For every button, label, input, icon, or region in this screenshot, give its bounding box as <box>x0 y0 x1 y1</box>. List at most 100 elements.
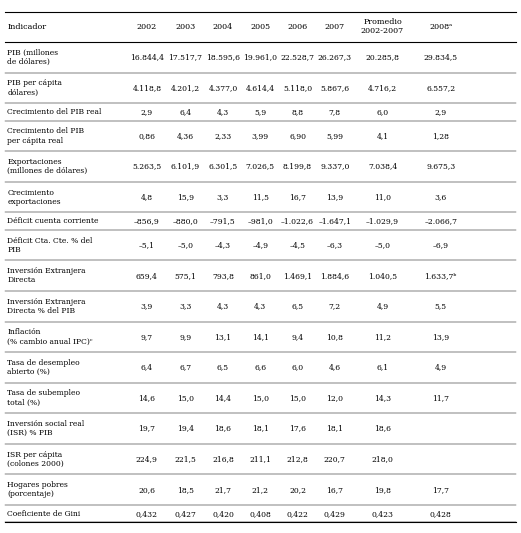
Text: 6,7: 6,7 <box>179 364 191 372</box>
Text: 20,6: 20,6 <box>139 486 155 494</box>
Text: –6,3: –6,3 <box>327 241 343 249</box>
Text: 14,3: 14,3 <box>374 394 391 402</box>
Text: 16,7: 16,7 <box>326 486 343 494</box>
Text: 14,1: 14,1 <box>252 333 269 341</box>
Text: 861,0: 861,0 <box>250 272 271 280</box>
Text: 21,7: 21,7 <box>215 486 231 494</box>
Text: 211,1: 211,1 <box>250 455 271 463</box>
Text: 9,9: 9,9 <box>179 333 191 341</box>
Text: 2002: 2002 <box>137 23 157 31</box>
Text: 17,7: 17,7 <box>432 486 449 494</box>
Text: Exportaciones
(millones de dólares): Exportaciones (millones de dólares) <box>7 158 88 175</box>
Text: 0,420: 0,420 <box>212 510 234 518</box>
Text: –5,0: –5,0 <box>177 241 193 249</box>
Text: 9.675,3: 9.675,3 <box>426 163 455 171</box>
Text: 19,4: 19,4 <box>177 425 194 433</box>
Text: 17,6: 17,6 <box>289 425 306 433</box>
Text: Crecimiento del PIB
per cápita real: Crecimiento del PIB per cápita real <box>7 127 84 144</box>
Text: 18.595,6: 18.595,6 <box>206 53 240 61</box>
Text: 218,0: 218,0 <box>371 455 393 463</box>
Text: 4,3: 4,3 <box>217 108 229 116</box>
Text: 11,0: 11,0 <box>374 193 391 201</box>
Text: 6,4: 6,4 <box>141 364 153 372</box>
Text: 13,9: 13,9 <box>432 333 449 341</box>
Text: 4,1: 4,1 <box>377 132 389 140</box>
Text: 6,90: 6,90 <box>289 132 306 140</box>
Text: 14,4: 14,4 <box>215 394 231 402</box>
Text: 6.301,5: 6.301,5 <box>208 163 238 171</box>
Text: 216,8: 216,8 <box>212 455 234 463</box>
Text: 4,6: 4,6 <box>329 364 341 372</box>
Text: 26.267,3: 26.267,3 <box>318 53 352 61</box>
Text: –6,9: –6,9 <box>433 241 449 249</box>
Text: 2,9: 2,9 <box>141 108 153 116</box>
Text: 3,99: 3,99 <box>252 132 269 140</box>
Text: Tasa de subempleo
total (%): Tasa de subempleo total (%) <box>7 390 80 407</box>
Text: 224,9: 224,9 <box>136 455 158 463</box>
Text: 6,5: 6,5 <box>217 364 229 372</box>
Text: 0,428: 0,428 <box>430 510 452 518</box>
Text: –2.066,7: –2.066,7 <box>424 217 457 225</box>
Text: 2005: 2005 <box>250 23 270 31</box>
Text: 5,99: 5,99 <box>326 132 343 140</box>
Text: 15,0: 15,0 <box>289 394 306 402</box>
Text: 16.844,4: 16.844,4 <box>130 53 164 61</box>
Text: 6,1: 6,1 <box>377 364 389 372</box>
Text: 1.633,7ᵇ: 1.633,7ᵇ <box>425 272 457 280</box>
Text: –5,1: –5,1 <box>139 241 155 249</box>
Text: –1.022,6: –1.022,6 <box>281 217 314 225</box>
Text: –1.647,1: –1.647,1 <box>318 217 351 225</box>
Text: 221,5: 221,5 <box>174 455 196 463</box>
Text: –4,5: –4,5 <box>290 241 305 249</box>
Text: 575,1: 575,1 <box>174 272 196 280</box>
Text: Tasa de desempleo
abierto (%): Tasa de desempleo abierto (%) <box>7 359 80 376</box>
Text: 11,5: 11,5 <box>252 193 269 201</box>
Text: 4.118,8: 4.118,8 <box>132 84 162 92</box>
Text: 7,2: 7,2 <box>329 302 341 310</box>
Text: 5.118,0: 5.118,0 <box>283 84 312 92</box>
Text: 15,9: 15,9 <box>177 193 194 201</box>
Text: Déficit Cta. Cte. % del
PIB: Déficit Cta. Cte. % del PIB <box>7 237 93 254</box>
Text: 3,9: 3,9 <box>141 302 153 310</box>
Text: 7.026,5: 7.026,5 <box>246 163 275 171</box>
Text: 22.528,7: 22.528,7 <box>280 53 315 61</box>
Text: 6.101,9: 6.101,9 <box>170 163 200 171</box>
Text: PIB per cápita
dólares): PIB per cápita dólares) <box>7 79 62 96</box>
Text: 793,8: 793,8 <box>212 272 234 280</box>
Text: 1,28: 1,28 <box>432 132 449 140</box>
Text: 13,9: 13,9 <box>326 193 343 201</box>
Text: 4.614,4: 4.614,4 <box>246 84 275 92</box>
Text: 220,7: 220,7 <box>324 455 346 463</box>
Text: 2004: 2004 <box>213 23 233 31</box>
Text: ISR per cápita
(colones 2000): ISR per cápita (colones 2000) <box>7 450 64 468</box>
Text: –5,0: –5,0 <box>375 241 391 249</box>
Text: 2,33: 2,33 <box>214 132 232 140</box>
Text: –981,0: –981,0 <box>247 217 273 225</box>
Text: Inflación
(% cambio anual IPC)ᶜ: Inflación (% cambio anual IPC)ᶜ <box>7 328 93 345</box>
Text: 1.469,1: 1.469,1 <box>283 272 312 280</box>
Text: 1.884,6: 1.884,6 <box>320 272 350 280</box>
Text: 9,4: 9,4 <box>291 333 304 341</box>
Text: 3,3: 3,3 <box>179 302 191 310</box>
Text: Déficit cuenta corriente: Déficit cuenta corriente <box>7 217 99 225</box>
Text: Crecimiento del PIB real: Crecimiento del PIB real <box>7 108 102 116</box>
Text: 0,86: 0,86 <box>139 132 155 140</box>
Text: 4,8: 4,8 <box>141 193 153 201</box>
Text: Inversión Extranjera
Directa: Inversión Extranjera Directa <box>7 267 86 284</box>
Text: 0,408: 0,408 <box>250 510 271 518</box>
Text: 7,8: 7,8 <box>329 108 341 116</box>
Text: 11,2: 11,2 <box>374 333 391 341</box>
Text: 9,7: 9,7 <box>141 333 153 341</box>
Text: 8.199,8: 8.199,8 <box>283 163 312 171</box>
Text: 19.961,0: 19.961,0 <box>243 53 277 61</box>
Text: 17.517,7: 17.517,7 <box>168 53 202 61</box>
Text: 4,9: 4,9 <box>435 364 447 372</box>
Text: 9.337,0: 9.337,0 <box>320 163 350 171</box>
Text: 659,4: 659,4 <box>136 272 158 280</box>
Text: 19,7: 19,7 <box>139 425 155 433</box>
Text: 6,0: 6,0 <box>291 364 304 372</box>
Text: 10,8: 10,8 <box>326 333 343 341</box>
Text: 0,432: 0,432 <box>136 510 158 518</box>
Text: 4.201,2: 4.201,2 <box>170 84 200 92</box>
Text: 5.867,6: 5.867,6 <box>320 84 350 92</box>
